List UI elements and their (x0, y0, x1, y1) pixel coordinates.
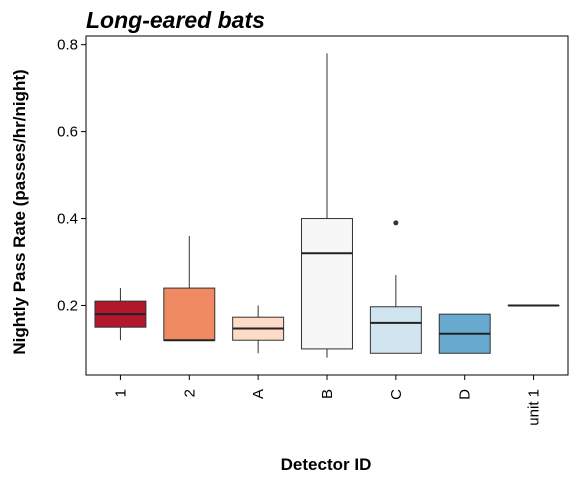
x-tick-label: B (319, 389, 336, 399)
y-tick-label: 0.6 (57, 124, 78, 141)
x-tick-label: C (388, 389, 405, 400)
x-tick-label: 2 (181, 389, 198, 397)
box-outlier-point (393, 220, 399, 226)
box-body (369, 306, 422, 354)
y-tick-label: 0.8 (57, 37, 78, 54)
y-axis-title: Nightly Pass Rate (passes/hr/night) (10, 69, 29, 354)
box-body (163, 287, 216, 341)
y-tick-label: 0.4 (57, 211, 78, 228)
x-tick-label: A (250, 389, 267, 399)
x-tick-label: unit 1 (526, 389, 543, 426)
x-tick-label: 1 (112, 389, 129, 397)
chart-title: Long-eared bats (86, 7, 265, 33)
x-tick-label: D (457, 389, 474, 400)
box-body (301, 218, 353, 350)
y-tick-label: 0.2 (57, 297, 78, 314)
x-axis-title: Detector ID (281, 455, 372, 474)
